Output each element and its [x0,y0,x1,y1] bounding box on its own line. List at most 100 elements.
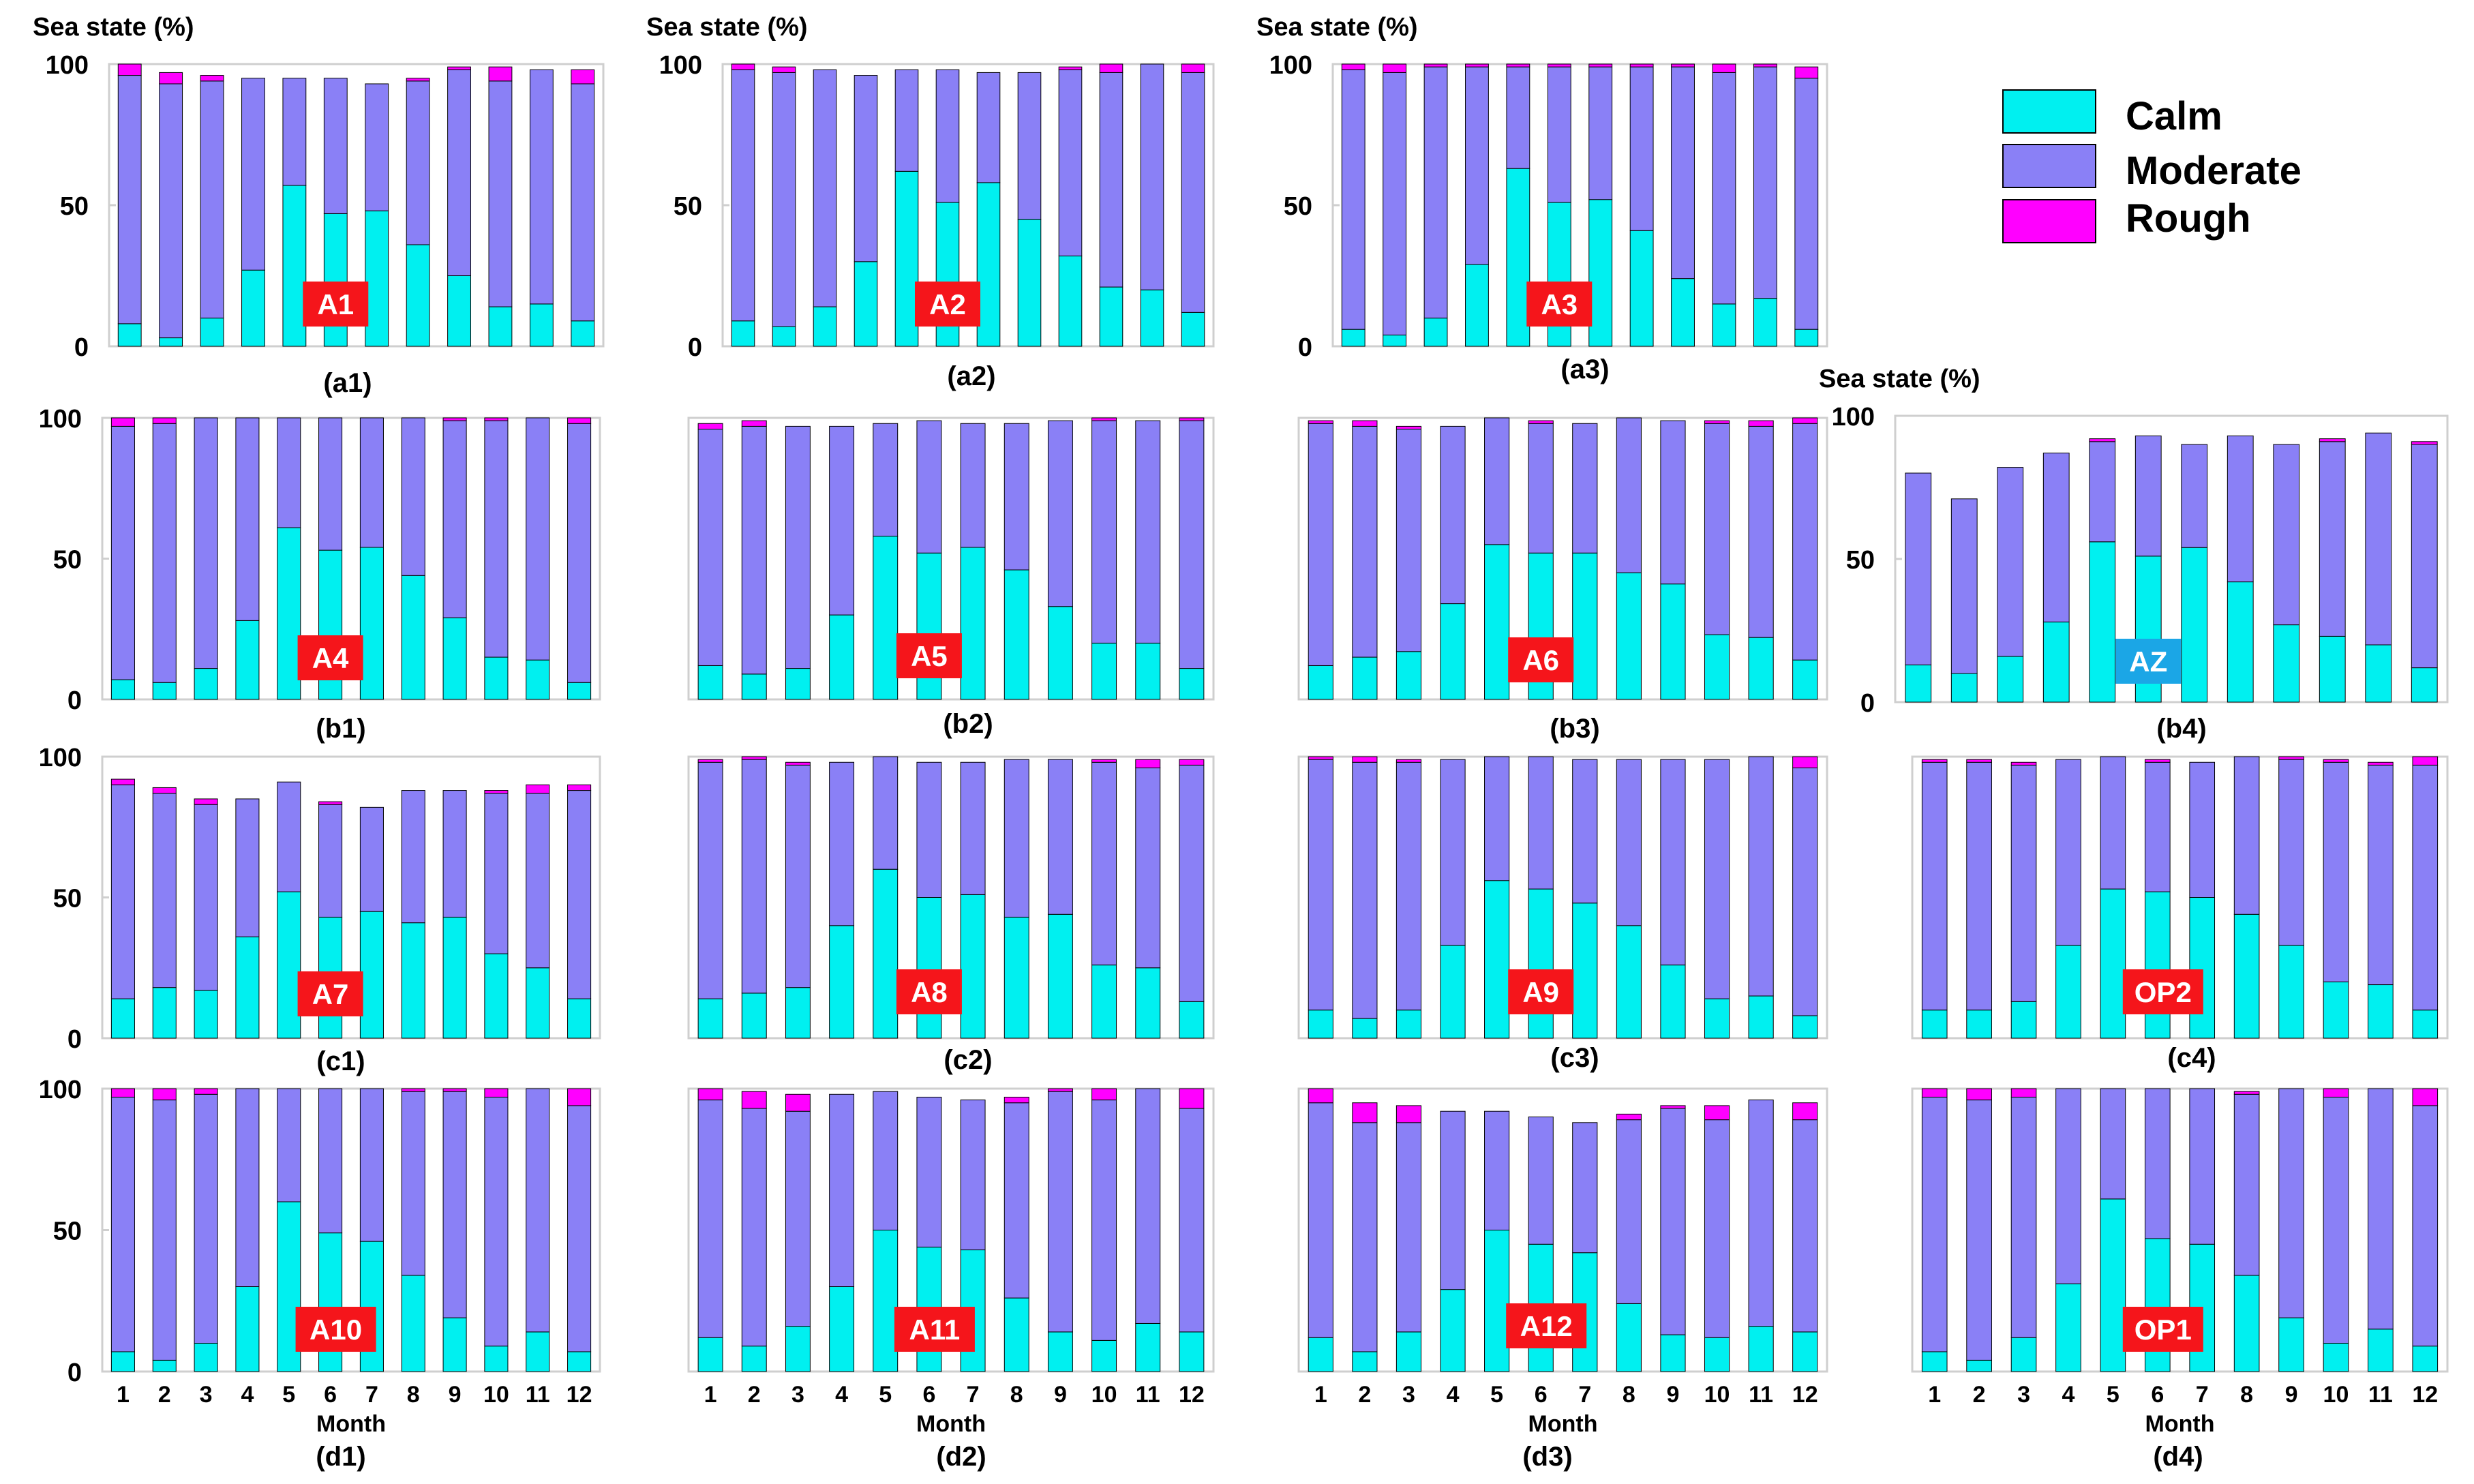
bar-segment-calm [2368,984,2394,1039]
legend-swatch-calm [2002,89,2096,134]
site-tag-label: A9 [1522,976,1559,1008]
panel-label: (d3) [1522,1442,1572,1472]
bar-segment-moderate [571,83,595,322]
bar-segment-moderate [1748,425,1774,638]
bar-segment-moderate [1396,429,1422,652]
site-tag-box [896,633,962,678]
plot-frame [1911,1087,2449,1373]
bar-segment-moderate [2055,759,2081,946]
site-tag-box [1508,969,1574,1014]
bar-segment-calm [1528,888,1554,1039]
legend-label-calm: Calm [2126,94,2222,138]
bar-segment-moderate [1616,417,1642,573]
bar-segment-calm [1352,1018,1378,1039]
bar-segment-calm [772,326,796,347]
bar-segment-moderate [2278,759,2304,946]
chart-panel: A8 (c2) [687,755,1215,1075]
bar-segment-calm [1712,303,1736,347]
x-axis-title: Month [1528,1411,1598,1437]
bar-segment-moderate [1308,759,1333,1011]
bar-segment-moderate [318,417,343,551]
bar-segment-moderate [1712,72,1736,305]
panel-label: (a3) [1560,354,1609,384]
bar-segment-rough [1341,63,1366,70]
bar-segment-calm [1748,637,1774,700]
y-tick-label: 100 [659,51,702,80]
panel-label: (c3) [1550,1043,1599,1073]
bar-segment-calm [1091,642,1117,700]
plot-frame [1297,417,1828,701]
x-tick-label: 8 [2240,1382,2253,1408]
bar-segment-rough [1099,63,1123,73]
y-tick-label: 50 [53,546,82,575]
bar-segment-moderate [1748,756,1774,997]
y-axis-title: Sea state (%) [1256,13,1418,42]
bar-segment-rough [1308,756,1333,760]
bar-segment-calm [1440,1289,1466,1372]
bar-segment-rough [2412,756,2439,766]
bar-segment-moderate [785,425,811,669]
bar-segment-calm [567,998,592,1039]
site-tag-box [896,969,962,1014]
bar-segment-rough [2323,759,2349,763]
x-tick-label: 12 [567,1382,592,1408]
x-tick-label: 1 [704,1382,717,1408]
bar-segment-moderate [1396,1122,1422,1333]
bar-segment-moderate [567,790,592,999]
bar-segment-calm [785,1326,811,1372]
bar-segment-moderate [1004,759,1029,918]
bar-segment-calm [2227,581,2254,703]
bar-segment-moderate [1017,72,1042,220]
x-tick-label: 3 [1402,1382,1415,1408]
bar-segment-moderate [2089,441,2116,543]
bar-segment-moderate [894,69,919,172]
bar-segment-calm [117,323,142,347]
x-tick-label: 9 [449,1382,462,1408]
bar-segment-moderate [194,417,218,669]
bar-segment-calm [1396,1331,1422,1372]
bar-segment-moderate [401,790,425,924]
bar-segment-moderate [1135,768,1161,969]
bar-segment-calm [359,1241,384,1372]
panel-label: (a2) [947,361,995,391]
bar-segment-rough [1135,759,1161,769]
panel-label: (c4) [2167,1043,2216,1073]
bar-segment-calm [526,1331,550,1372]
bar-segment-moderate [110,784,135,999]
x-axis-title: Month [316,1411,386,1437]
bar-segment-moderate [2323,1096,2349,1344]
bar-segment-moderate [772,72,796,327]
bar-segment-moderate [1091,420,1117,643]
bar-segment-calm [2412,1010,2439,1039]
x-tick-label: 11 [2368,1382,2393,1408]
bar-segment-rough [1629,63,1654,67]
panel-label: (d4) [2153,1442,2203,1472]
bar-segment-rough [488,66,513,82]
bar-segment-rough [1660,1105,1686,1109]
bar-segment-moderate [1179,420,1205,669]
bar-segment-calm [741,673,767,700]
bar-segment-calm [152,682,177,700]
x-tick-label: 12 [1792,1382,1818,1408]
bar-segment-moderate [567,1105,592,1352]
bar-segment-moderate [1921,1096,1948,1352]
bar-segment-rough [2323,1088,2349,1097]
bar-segment-calm [567,682,592,700]
bar-segment-moderate [1704,423,1730,635]
bar-segment-rough [1704,420,1730,424]
bar-segment-moderate [813,69,837,307]
bar-segment-moderate [1383,72,1407,335]
bar-segment-rough [1547,63,1571,67]
bar-segment-calm [1794,329,1819,347]
bar-segment-moderate [2233,756,2260,915]
bar-segment-moderate [1660,759,1686,966]
bar-segment-moderate [2181,444,2208,548]
bar-segment-rough [110,1088,135,1097]
bar-segment-moderate [2278,1088,2304,1318]
bar-segment-calm [1921,1010,1948,1039]
bar-segment-moderate [697,761,723,999]
y-axis-title: Sea state (%) [646,13,808,42]
legend-swatch-rough [2002,199,2096,243]
